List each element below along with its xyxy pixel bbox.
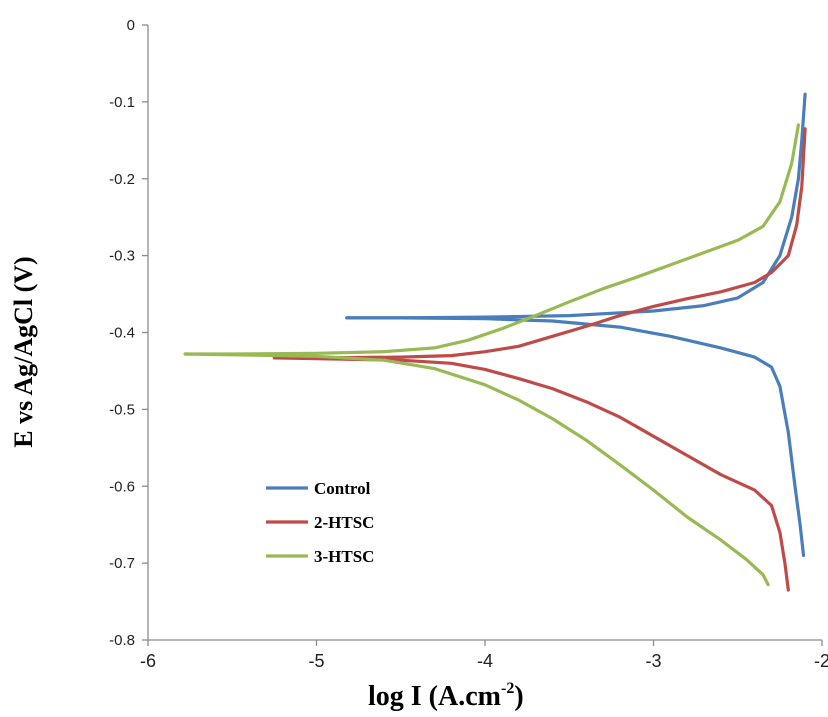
series-line-control-cathodic [345,316,806,558]
x-axis-ticks: -6 -5 -4 -3 -2 [140,640,828,671]
x-axis-title: log I (A.cm-2) [368,680,524,712]
legend: Control 2-HTSC 3-HTSC [266,479,374,566]
series-control [345,92,807,558]
series-3-htsc [183,123,801,587]
series-line-3-htsc-cathodic [183,352,770,587]
legend-label: 2-HTSC [314,513,374,532]
series-line-2-htsc-anodic [272,127,807,360]
x-axis-title-main: log I (A.cm [368,681,501,712]
x-tick-label: -6 [140,651,156,671]
y-axis-ticks: 0 -0.1 -0.2 -0.3 -0.4 -0.5 -0.6 -0.7 -0.8 [109,17,148,649]
series-lines [183,92,807,592]
x-tick-label: -3 [645,651,661,671]
y-tick-label: -0.1 [109,94,135,111]
series-line-2-htsc-cathodic [272,356,790,592]
legend-item-3-htsc: 3-HTSC [266,547,374,566]
series-2-htsc [272,127,807,592]
y-tick-label: 0 [127,17,135,34]
series-line-control-anodic [345,92,807,320]
legend-item-control: Control [266,479,371,498]
x-axis-title-sup: -2 [501,680,514,697]
series-line-3-htsc-anodic [183,123,801,356]
legend-item-2-htsc: 2-HTSC [266,513,374,532]
y-tick-label: -0.5 [109,401,135,418]
legend-label: Control [314,479,371,498]
y-tick-label: -0.7 [109,555,135,572]
y-tick-label: -0.8 [109,632,135,649]
legend-label: 3-HTSC [314,547,374,566]
y-tick-label: -0.4 [109,325,135,342]
plot-area: 0 -0.1 -0.2 -0.3 -0.4 -0.5 -0.6 -0.7 -0.8 -6 -5 -4… [109,17,828,671]
y-tick-label: -0.3 [109,248,135,265]
x-axis-title-close: ) [514,681,523,712]
x-tick-label: -4 [477,651,493,671]
x-tick-label: -2 [814,651,828,671]
y-axis-title: E vs Ag/AgCl (V) [9,256,38,447]
x-tick-label: -5 [308,651,324,671]
y-tick-label: -0.2 [109,171,135,188]
y-tick-label: -0.6 [109,478,135,495]
